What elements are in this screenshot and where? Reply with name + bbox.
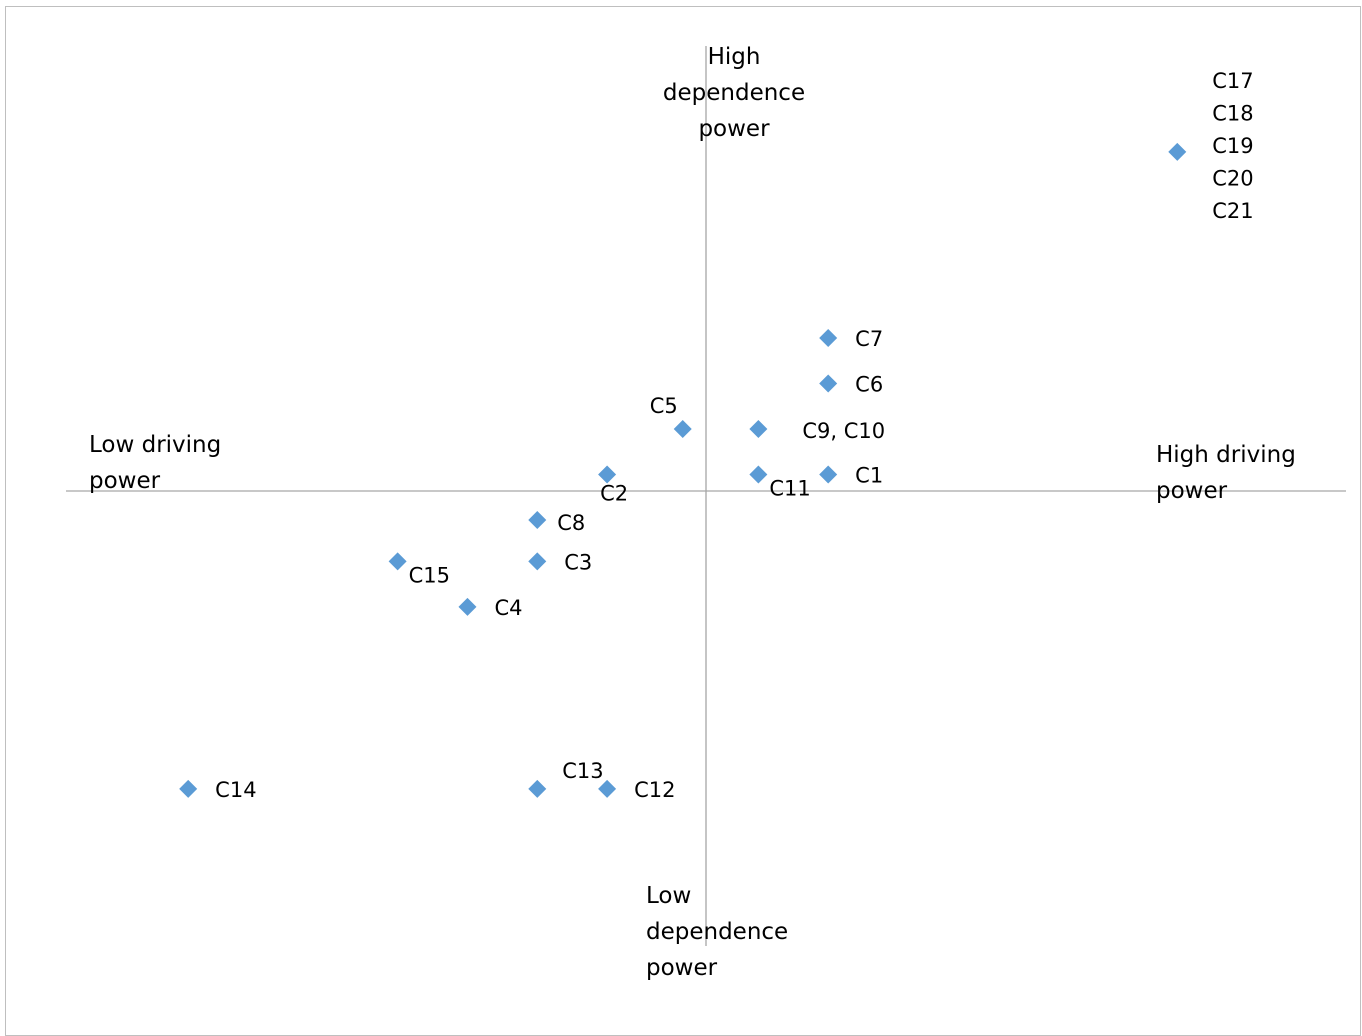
label-c12: C12 [634, 778, 675, 802]
label-c14: C14 [215, 778, 256, 802]
label-c21: C21 [1212, 199, 1253, 223]
quadrant-labels: High dependence power Low dependence power Low… [89, 44, 1296, 981]
point-c8 [528, 510, 547, 529]
point-c17-c18-c19-c20-c21 [1168, 142, 1187, 161]
point-c9-c10 [749, 419, 768, 438]
label-c4: C4 [494, 596, 522, 620]
label-c7: C7 [855, 327, 883, 351]
label-c20: C20 [1212, 166, 1253, 190]
label-c17: C17 [1212, 69, 1253, 93]
high-driving-label-line-2: power [1156, 478, 1228, 504]
label-c15: C15 [409, 563, 450, 587]
point-c5 [673, 419, 692, 438]
data-points [179, 142, 1187, 798]
high-dependence-label-line-1: High [708, 44, 761, 70]
label-c5: C5 [650, 394, 678, 418]
point-labels: C17 C18 C19 C20 C21 C7 C6 C5 C9, C10 C2 C11 C1 C8 C3 C… [215, 69, 1253, 802]
label-c9-c10: C9, C10 [802, 419, 885, 443]
label-c1: C1 [855, 463, 883, 487]
high-driving-label-line-1: High driving [1156, 442, 1296, 468]
point-c13 [528, 779, 547, 798]
point-c4 [458, 597, 477, 616]
axes [66, 46, 1346, 946]
label-c18: C18 [1212, 101, 1253, 125]
point-c11 [749, 465, 768, 484]
chart-frame [5, 6, 1361, 1036]
point-c3 [528, 552, 547, 571]
point-c12 [598, 779, 617, 798]
label-c11: C11 [769, 476, 810, 500]
point-c6 [819, 374, 838, 393]
label-c6: C6 [855, 372, 883, 396]
high-dependence-label-line-3: power [698, 116, 770, 142]
point-c1 [819, 465, 838, 484]
point-c7 [819, 328, 838, 347]
label-c2: C2 [600, 481, 628, 505]
point-c15 [388, 552, 407, 571]
low-dependence-label-line-1: Low [646, 883, 691, 909]
low-driving-label-line-2: power [89, 468, 161, 494]
low-driving-label-line-1: Low driving [89, 432, 221, 458]
label-c19: C19 [1212, 134, 1253, 158]
point-c14 [179, 779, 198, 798]
label-c8: C8 [557, 511, 585, 535]
point-c2 [598, 465, 617, 484]
low-dependence-label-line-2: dependence [646, 919, 788, 945]
low-dependence-label-line-3: power [646, 955, 718, 981]
label-c3: C3 [564, 550, 592, 574]
label-c13: C13 [562, 759, 603, 783]
high-dependence-label-line-2: dependence [663, 80, 805, 106]
